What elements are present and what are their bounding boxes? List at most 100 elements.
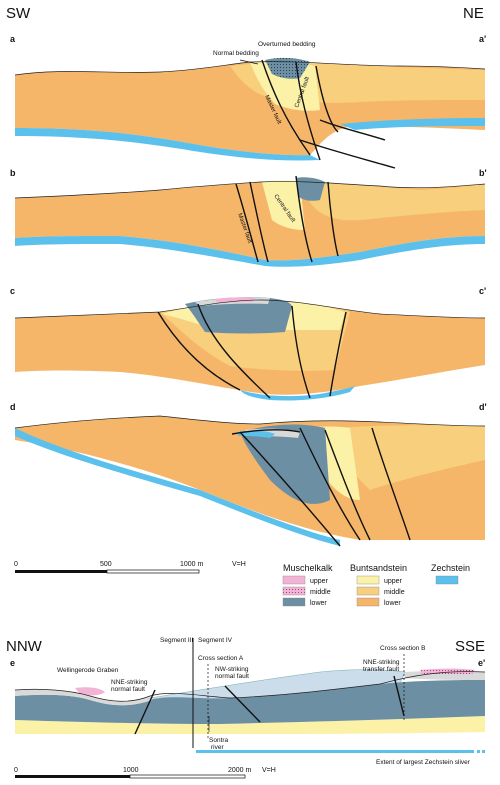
swatch-bunt-lower bbox=[356, 597, 380, 607]
extent-bar-dash-2 bbox=[482, 750, 485, 753]
layer-zechstein bbox=[15, 236, 485, 267]
section-c: c c' bbox=[10, 286, 486, 401]
label-wellingerode: Wellingerode Graben bbox=[57, 667, 119, 674]
section-a: a a' Normal bedding Overturned bedding M… bbox=[10, 34, 486, 169]
fault-nw-normal bbox=[224, 685, 261, 723]
legend-bunt-middle: middle bbox=[384, 589, 405, 596]
layer-zechstein bbox=[15, 128, 320, 161]
legend-buntsandstein-title: Buntsandstein bbox=[350, 563, 407, 573]
extent-bar-dash-1 bbox=[477, 750, 480, 753]
layer-musch-lower bbox=[15, 680, 485, 724]
detachment-2 bbox=[319, 119, 386, 141]
legend-musch-lower: lower bbox=[310, 600, 327, 607]
central-fault bbox=[295, 175, 313, 263]
swatch-bunt-upper bbox=[356, 575, 380, 585]
scale-top-end: 1000 m bbox=[180, 561, 204, 568]
layer-musch-lower bbox=[265, 57, 310, 79]
fault-4 bbox=[371, 427, 411, 541]
topography bbox=[14, 299, 486, 319]
scale-top-zero: 0 bbox=[14, 561, 18, 568]
scale-bottom-mid: 1000 bbox=[123, 767, 139, 774]
fault-2 bbox=[299, 427, 361, 541]
layer-bunt-upper bbox=[262, 180, 305, 230]
swatch-musch-lower bbox=[282, 597, 306, 607]
label-nne-normal-2: normal fault bbox=[111, 686, 145, 693]
legend-musch-middle: middle bbox=[310, 589, 331, 596]
fault-nne-transfer bbox=[393, 675, 405, 717]
scale-top-ratio: V=H bbox=[232, 561, 246, 568]
fault-1 bbox=[157, 311, 241, 391]
scale-top-mid: 500 bbox=[100, 561, 112, 568]
orientation-nnw: NNW bbox=[6, 638, 43, 655]
section-c-end: c' bbox=[479, 286, 486, 296]
fault-2 bbox=[197, 303, 271, 399]
label-nw-normal-1: NW-striking bbox=[215, 666, 249, 673]
layer-musch-lower bbox=[185, 297, 292, 334]
label-normal-bedding: Normal bedding bbox=[213, 50, 259, 57]
master-fault bbox=[249, 181, 269, 263]
swatch-zechstein bbox=[435, 575, 459, 585]
layer-zechstein-east bbox=[340, 118, 485, 130]
scale-bottom-end: 2000 m bbox=[228, 767, 252, 774]
layer-bunt-upper bbox=[15, 716, 485, 734]
label-extent: Extent of largest Zechstein sliver bbox=[376, 759, 471, 766]
scale-bottom-ratio: V=H bbox=[262, 767, 276, 774]
layer-musch-lower bbox=[296, 177, 325, 201]
fault-east bbox=[315, 65, 339, 133]
legend-muschelkalk-title: Muschelkalk bbox=[283, 563, 333, 573]
section-a-start: a bbox=[10, 34, 16, 44]
orientation-ne: NE bbox=[463, 5, 484, 22]
swatch-musch-upper bbox=[282, 575, 306, 585]
scale-bar-bottom: 0 1000 2000 m V=H bbox=[14, 767, 276, 779]
orientation-sse: SSE bbox=[455, 638, 485, 655]
legend-bunt-lower: lower bbox=[384, 600, 401, 607]
zechstein-sliver bbox=[238, 430, 275, 438]
extent-bar bbox=[196, 750, 474, 753]
section-b-start: b bbox=[10, 168, 16, 178]
arrow-normal-bedding bbox=[239, 59, 259, 65]
layer-musch-upper bbox=[215, 297, 255, 303]
label-nne-transfer-2: transfer fault bbox=[363, 666, 399, 673]
fault-3 bbox=[324, 429, 371, 541]
swatch-musch-middle bbox=[282, 586, 306, 596]
legend: Muschelkalk upper middle lower Buntsands… bbox=[282, 563, 470, 607]
fault-west bbox=[235, 183, 259, 263]
section-b-end: b' bbox=[479, 168, 487, 178]
label-nne-normal-1: NNE-striking bbox=[111, 679, 148, 686]
section-e-start: e bbox=[10, 658, 15, 668]
master-fault bbox=[261, 59, 311, 156]
label-overturned-bedding: Overturned bedding bbox=[258, 41, 316, 48]
section-a-end: a' bbox=[479, 34, 486, 44]
label-cross-a: Cross section A bbox=[198, 655, 244, 662]
legend-zechstein-title: Zechstein bbox=[431, 563, 470, 573]
layer-zechstein bbox=[15, 428, 340, 546]
section-d-end: d' bbox=[479, 402, 487, 412]
layer-musch-upper bbox=[75, 687, 105, 696]
fault-1 bbox=[239, 431, 341, 547]
section-d: d d' bbox=[10, 402, 487, 547]
section-e: e e' Segment III Segment IV Wellingerode… bbox=[10, 637, 485, 766]
central-fault bbox=[295, 61, 321, 161]
topography bbox=[14, 415, 486, 429]
fault-shallow bbox=[231, 429, 301, 435]
orientation-sw: SW bbox=[6, 5, 31, 22]
layer-musch-upper-east bbox=[420, 668, 475, 674]
detachment bbox=[299, 139, 396, 169]
label-segment-iii: Segment III bbox=[160, 637, 193, 644]
scale-bottom-zero: 0 bbox=[14, 767, 18, 774]
fault-nne-normal bbox=[134, 689, 156, 735]
section-d-start: d bbox=[10, 402, 16, 412]
section-e-end: e' bbox=[478, 658, 485, 668]
label-nne-transfer-1: NNE-striking bbox=[363, 659, 400, 666]
label-segment-iv: Segment IV bbox=[198, 637, 233, 644]
fault-east bbox=[327, 181, 339, 257]
section-b: b b' Master fault Central fault bbox=[10, 168, 487, 267]
label-cross-b: Cross section B bbox=[380, 645, 426, 652]
swatch-bunt-middle bbox=[356, 586, 380, 596]
section-c-start: c bbox=[10, 286, 15, 296]
label-nw-normal-2: normal fault bbox=[215, 673, 249, 680]
layer-bunt-middle bbox=[300, 182, 485, 221]
fault-3 bbox=[291, 305, 311, 399]
topography bbox=[14, 181, 486, 199]
fault-4 bbox=[329, 311, 347, 397]
